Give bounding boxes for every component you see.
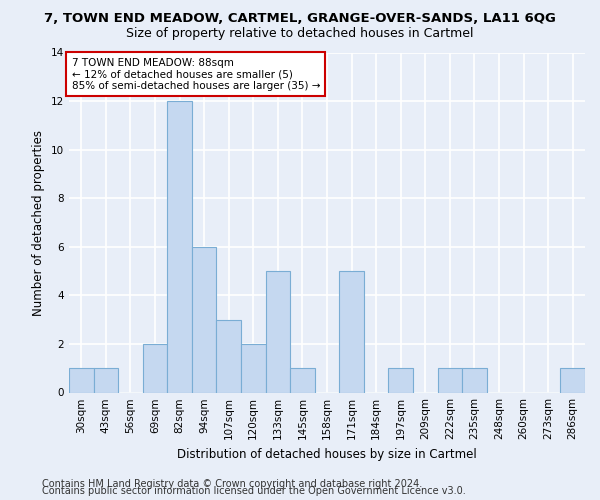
- Bar: [290, 368, 315, 392]
- Bar: [388, 368, 413, 392]
- Bar: [560, 368, 585, 392]
- Text: 7 TOWN END MEADOW: 88sqm
← 12% of detached houses are smaller (5)
85% of semi-de: 7 TOWN END MEADOW: 88sqm ← 12% of detach…: [71, 58, 320, 91]
- Bar: [94, 368, 118, 392]
- X-axis label: Distribution of detached houses by size in Cartmel: Distribution of detached houses by size …: [177, 448, 477, 461]
- Bar: [266, 271, 290, 392]
- Text: Size of property relative to detached houses in Cartmel: Size of property relative to detached ho…: [126, 28, 474, 40]
- Y-axis label: Number of detached properties: Number of detached properties: [32, 130, 46, 316]
- Bar: [339, 271, 364, 392]
- Bar: [217, 320, 241, 392]
- Bar: [462, 368, 487, 392]
- Text: Contains public sector information licensed under the Open Government Licence v3: Contains public sector information licen…: [42, 486, 466, 496]
- Bar: [143, 344, 167, 393]
- Bar: [192, 247, 217, 392]
- Text: 7, TOWN END MEADOW, CARTMEL, GRANGE-OVER-SANDS, LA11 6QG: 7, TOWN END MEADOW, CARTMEL, GRANGE-OVER…: [44, 12, 556, 26]
- Bar: [241, 344, 266, 393]
- Bar: [69, 368, 94, 392]
- Text: Contains HM Land Registry data © Crown copyright and database right 2024.: Contains HM Land Registry data © Crown c…: [42, 479, 422, 489]
- Bar: [167, 101, 192, 392]
- Bar: [437, 368, 462, 392]
